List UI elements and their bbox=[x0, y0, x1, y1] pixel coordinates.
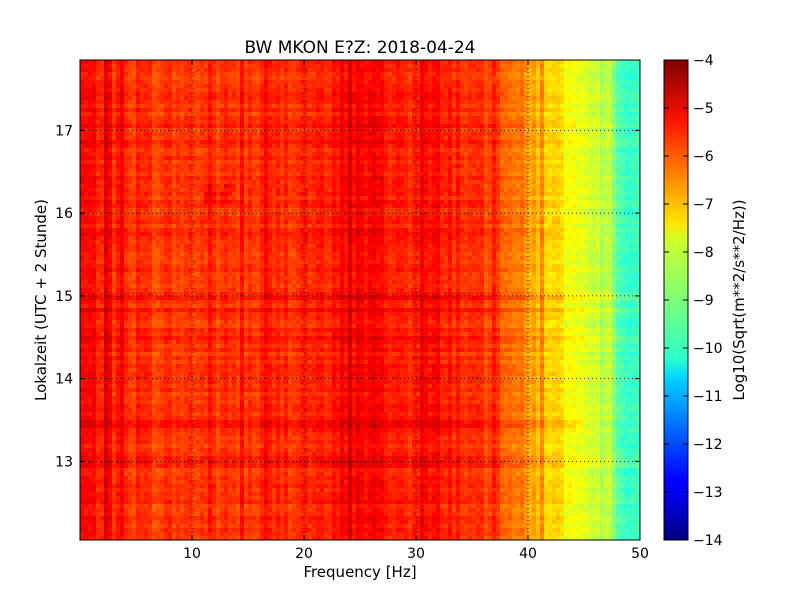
x-axis-label: Frequency [Hz] bbox=[303, 563, 416, 581]
colorbar-tick-label: −4 bbox=[693, 53, 714, 69]
colorbar-tick-label: −13 bbox=[693, 485, 723, 501]
y-tick-label: 13 bbox=[55, 454, 73, 470]
x-tick-label: 30 bbox=[407, 546, 425, 562]
x-tick-label: 40 bbox=[519, 546, 537, 562]
chart-title: BW MKON E?Z: 2018-04-24 bbox=[245, 38, 476, 58]
colorbar-tick-label: −12 bbox=[693, 437, 723, 453]
y-tick-label: 16 bbox=[55, 206, 73, 222]
plot-frame bbox=[79, 59, 641, 541]
x-tick-label: 10 bbox=[183, 546, 201, 562]
y-axis-label: Lokalzeit (UTC + 2 Stunde) bbox=[32, 199, 50, 401]
x-tick-label: 50 bbox=[631, 546, 649, 562]
colorbar-tick-label: −14 bbox=[693, 533, 723, 549]
colorbar-ticks: −4 −5 −6 −7 −8 −9 −10 −11 −12 −13 −14 bbox=[664, 53, 723, 549]
colorbar-tick-label: −11 bbox=[693, 389, 723, 405]
grid-lines bbox=[80, 60, 640, 540]
colorbar-tick-label: −6 bbox=[693, 149, 714, 165]
x-tick-label: 20 bbox=[295, 546, 313, 562]
colorbar-tick-label: −10 bbox=[693, 341, 723, 357]
y-tick-label: 15 bbox=[55, 289, 73, 305]
spectrogram-heatmap bbox=[80, 60, 640, 540]
colorbar-tick-label: −9 bbox=[693, 293, 714, 309]
colorbar-tick-label: −7 bbox=[693, 197, 714, 213]
y-tick-label: 17 bbox=[55, 123, 73, 139]
colorbar-label: Log10(Sqrt(m**2/s**2/Hz)) bbox=[730, 199, 748, 400]
x-axis-ticks: 10 20 30 40 50 bbox=[183, 60, 649, 562]
colorbar-tick-label: −8 bbox=[693, 245, 714, 261]
y-tick-label: 14 bbox=[55, 372, 73, 388]
y-axis-ticks: 13 14 15 16 17 bbox=[55, 123, 640, 470]
colorbar-tick-label: −5 bbox=[693, 101, 714, 117]
